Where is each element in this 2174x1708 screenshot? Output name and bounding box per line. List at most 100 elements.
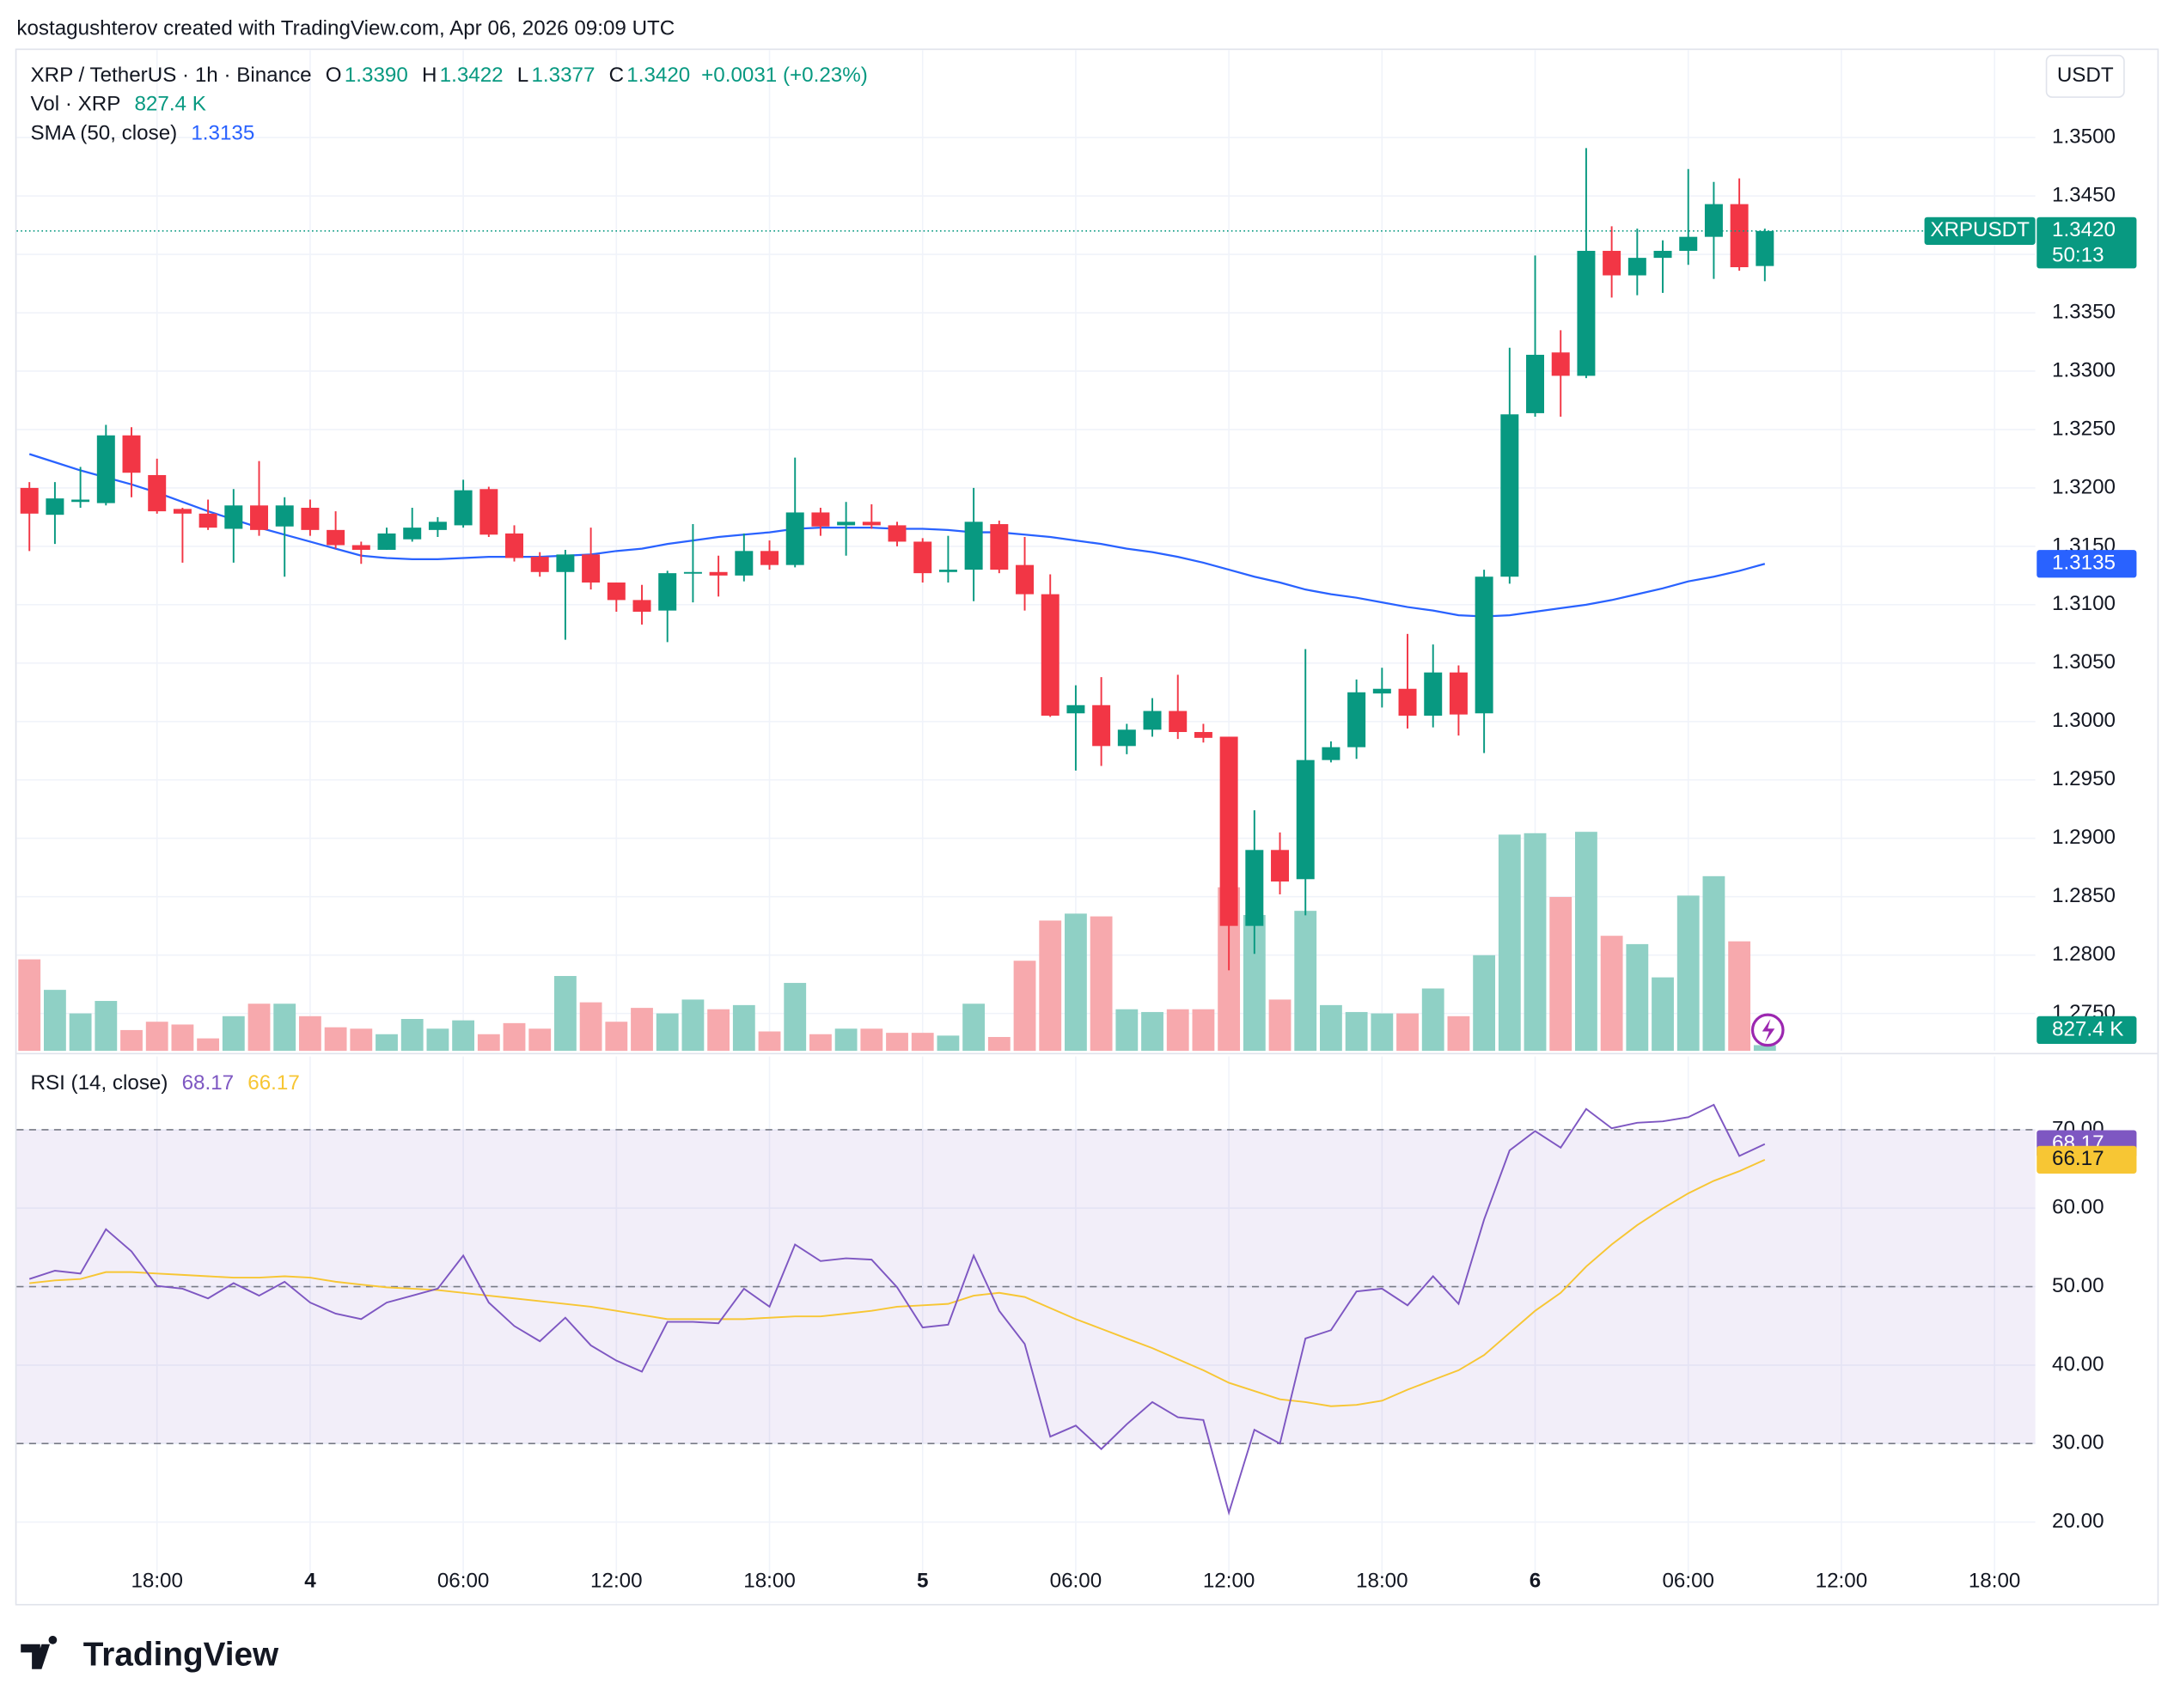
volume-bar [1396,1013,1419,1052]
volume-bar [1294,911,1317,1052]
y-tick-label: 1.2850 [2052,884,2116,907]
candle-body [46,498,64,515]
candle-body [96,435,115,503]
candle-body [1398,688,1417,716]
candle-body [1653,250,1672,259]
symbol-badge-text: XRPUSDT [1930,218,2030,241]
volume-bar [273,1003,296,1052]
candle-body [1143,711,1162,730]
symbol-badge [1924,217,2036,245]
events-icon-bolt[interactable] [1762,1019,1775,1043]
volume-bar [18,959,41,1052]
currency[interactable]: USDT [2057,64,2114,87]
candle-body [1627,258,1646,276]
volume-bar [452,1020,475,1052]
y-tick-label: 1.3350 [2052,300,2116,323]
volume-bar [1498,834,1521,1052]
candle-body [785,512,804,565]
x-tick-label: 5 [917,1569,928,1592]
candle-body [1679,236,1698,251]
sma-value: 1.3135 [191,122,254,145]
y-tick-label: 1.2800 [2052,942,2116,966]
candle-body [505,533,524,558]
sma-badge-text: 1.3135 [2052,552,2116,575]
candle-body [913,541,932,574]
volume-bar [707,1009,730,1052]
volume-bar [886,1033,908,1052]
currency-box[interactable] [2045,54,2125,98]
volume-bar [1268,999,1292,1052]
volume-bar [1549,897,1572,1052]
volume-bar [1626,943,1649,1052]
x-tick-label: 12:00 [590,1569,643,1592]
volume-bar [1676,895,1700,1052]
candle-body [1730,204,1749,267]
candle-body [403,528,422,540]
volume-bar [376,1034,398,1052]
volume-bar [1524,833,1547,1052]
volume-badge-text: 827.4 K [2052,1017,2123,1040]
candle-body [964,522,983,570]
candle-body [683,571,702,574]
candle-body [327,529,345,546]
volume-bar [860,1028,883,1052]
candle-body [148,474,167,512]
candle-body [811,512,830,527]
candle-body [1704,204,1723,237]
volume-bar [324,1027,347,1052]
rsi-name: RSI (14, close) [30,1071,168,1095]
volume-bar [1166,1009,1189,1052]
volume-bar [937,1035,960,1052]
volume-bar [1473,955,1496,1052]
y-tick-label: 1.3300 [2052,358,2116,381]
candle-body [1551,352,1570,376]
ohlc-value: 1.3377 [531,64,595,87]
candle-body [709,571,728,576]
rsi-band [16,1129,2036,1444]
volume-bar [44,990,66,1052]
volume-bar [1115,1009,1139,1052]
candle-body [377,533,396,550]
logo-icon [21,1636,58,1669]
volume-legend: Vol · XRP 827.4 K [30,93,205,116]
candle-body [173,509,192,514]
candle-body [1372,688,1391,694]
candle-body [862,522,881,526]
legend: XRP / TetherUS · 1h · Binance O 1.3390 H 1.3… [30,64,867,1095]
x-tick-label: 06:00 [1050,1569,1102,1592]
price-badge [2037,217,2137,269]
rsi-value: 68.17 [182,1071,235,1095]
sma-badge [2037,550,2137,578]
candle-body [1169,711,1188,733]
x-tick-label: 18:00 [1969,1569,2021,1592]
volume-bar [145,1022,168,1052]
y-tick-label: 1.2900 [2052,826,2116,849]
y-tick-label: 1.3250 [2052,417,2116,440]
volume-bar [1753,1045,1776,1052]
volume-bar [784,983,807,1052]
volume-bar [1371,1013,1394,1052]
candle-body [1219,736,1238,926]
x-tick-label: 6 [1530,1569,1541,1592]
candle-body [224,505,243,529]
volume-bar [605,1022,628,1052]
logo-text: TradingView [83,1636,279,1673]
candle-body [837,522,856,526]
footer-logo: TradingView [21,1636,279,1673]
ohlc-key: O [326,64,342,87]
rsi-ma-badge [2037,1145,2137,1174]
candle-body [760,551,779,565]
x-tick-label: 06:00 [1662,1569,1714,1592]
countdown-text: 50:13 [2052,243,2104,266]
volume-bar [1065,913,1087,1052]
volume-bar [222,1016,245,1052]
candle-body [1092,705,1111,747]
volume-bar [1320,1004,1342,1052]
volume-bar [1702,875,1725,1052]
y-tick-label: 1.3450 [2052,183,2116,206]
candle-body [1066,705,1085,714]
volume-bar [528,1028,552,1052]
